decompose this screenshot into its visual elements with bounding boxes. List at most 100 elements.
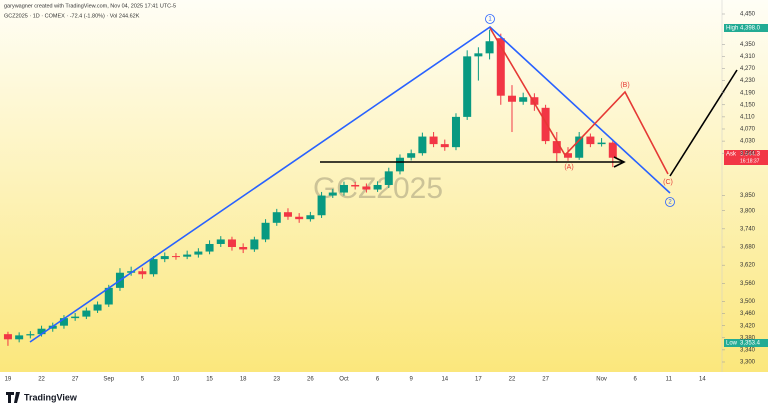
plot-background — [0, 0, 768, 372]
candle-body — [59, 318, 68, 326]
y-tick-label: 4,110 — [740, 114, 755, 120]
y-tick-label: 4,270 — [740, 66, 756, 72]
candle-body — [272, 212, 281, 223]
x-tick-label: 10 — [173, 377, 180, 383]
candle-body — [339, 184, 348, 193]
y-tick-label: 3,560 — [740, 281, 756, 287]
y-tick-label: 3,850 — [740, 193, 756, 199]
candle-body — [227, 239, 236, 248]
arrow-head — [613, 156, 626, 168]
y-tick-label: 3,740 — [740, 226, 756, 232]
wave-label: (B) — [620, 82, 629, 89]
wave-line — [29, 25, 671, 343]
tag-price: 3,353.4 — [740, 341, 761, 347]
wave-circle — [485, 14, 495, 24]
x-tick-label: 5 — [141, 377, 145, 383]
x-tick-label: 14 — [441, 377, 448, 383]
x-tick-label: 17 — [475, 377, 482, 383]
x-tick-label: 6 — [634, 377, 638, 383]
tag-name: Low — [726, 341, 738, 347]
x-tick-label: 11 — [666, 377, 673, 383]
candle-body — [15, 335, 24, 340]
symbol-line: GCZ2025 · 1D · COMEX · -72.4 (-1.80%) · … — [4, 13, 140, 19]
y-tick-label: 4,450 — [740, 12, 756, 18]
candle-body — [149, 259, 158, 275]
wave-line — [489, 27, 669, 175]
y-tick-label: 4,030 — [740, 139, 756, 145]
x-tick-label: 27 — [542, 377, 549, 383]
x-tick-label: 6 — [376, 377, 380, 383]
candle-body — [82, 310, 91, 317]
header: garywagner created with TradingView.com,… — [4, 3, 176, 9]
x-tick-label: 19 — [5, 377, 12, 383]
y-tick-label: 4,150 — [740, 102, 756, 108]
y-tick-label: 3,300 — [740, 360, 756, 366]
candle-body — [317, 195, 326, 216]
candle-body — [395, 157, 404, 172]
y-tick-label: 3,460 — [740, 311, 756, 317]
candle-body — [328, 192, 337, 196]
candle-body — [463, 56, 472, 117]
candle-body — [384, 171, 393, 185]
candle-body — [440, 144, 449, 148]
candle-body — [250, 239, 259, 250]
candle-body — [597, 142, 606, 145]
x-tick-label: Oct — [339, 377, 349, 383]
x-tick-label: 26 — [307, 377, 314, 383]
wave-label: 2 — [668, 200, 672, 206]
candle-body — [429, 136, 438, 145]
y-tick-label: 4,310 — [740, 54, 756, 60]
tag-box — [724, 150, 768, 165]
candle-body — [37, 328, 46, 335]
x-tick-label: 27 — [72, 377, 79, 383]
candle-body — [194, 251, 203, 255]
x-axis-strip — [0, 372, 768, 386]
candle-body — [575, 136, 584, 158]
x-tick-label: 14 — [699, 377, 706, 383]
candle-body — [171, 256, 180, 258]
wave-circle — [665, 197, 675, 207]
candle-body — [586, 136, 595, 145]
candle-body — [26, 334, 35, 336]
candle-body — [239, 247, 248, 250]
tag-price: 3,944.3 — [740, 152, 761, 158]
y-tick-label: 3,420 — [740, 323, 756, 329]
candle-body — [71, 316, 80, 319]
candle-body — [418, 136, 427, 154]
candle-body — [362, 186, 371, 190]
y-tick-label: 3,990 — [740, 151, 756, 157]
y-tick-label: 4,070 — [740, 127, 756, 133]
price-tags: High 4,398.0 Ask 3,944.3 16:18:37 Low 3,… — [724, 24, 768, 347]
y-tick-label: 3,680 — [740, 245, 756, 251]
tag-name: Ask — [726, 152, 737, 158]
y-tick-label: 3,800 — [740, 208, 756, 214]
candle-body — [261, 222, 270, 240]
y-tick-label: 4,190 — [740, 90, 756, 96]
tag-price: 4,398.0 — [740, 26, 761, 32]
candle-body — [507, 95, 516, 102]
x-tick-label: 18 — [240, 377, 247, 383]
drawings — [29, 14, 738, 343]
candle-body — [351, 184, 360, 187]
candle-body — [519, 97, 528, 102]
y-tick-label: 3,380 — [740, 335, 756, 341]
y-tick-label: 4,350 — [740, 42, 756, 48]
y-tick-label: 3,340 — [740, 347, 756, 353]
candle-body — [552, 141, 561, 154]
candle-body — [93, 304, 102, 311]
x-tick-label: 22 — [509, 377, 516, 383]
candle-body — [104, 287, 113, 305]
candle-body — [183, 254, 192, 257]
wave-label: (A) — [564, 164, 573, 171]
footer — [0, 386, 768, 407]
countdown: 16:18:37 — [740, 158, 760, 164]
wave-label: 1 — [488, 17, 492, 23]
wave-label: (C) — [663, 179, 673, 186]
logo-icon — [6, 392, 20, 403]
x-tick-label: 15 — [206, 377, 213, 383]
candle-body — [205, 243, 214, 252]
candle-body — [3, 334, 12, 340]
candle-body — [608, 142, 617, 158]
